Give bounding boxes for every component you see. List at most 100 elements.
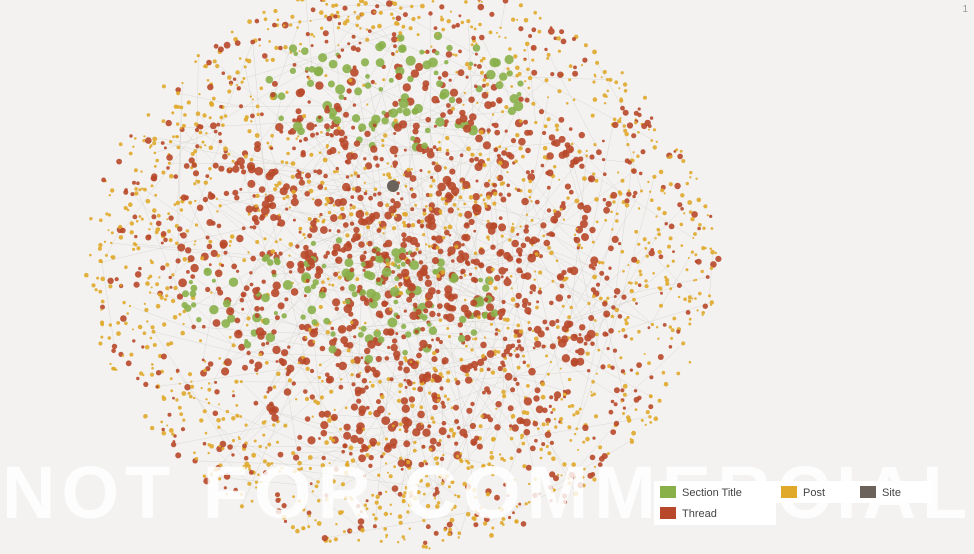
node xyxy=(674,182,681,190)
node xyxy=(475,179,479,183)
node xyxy=(213,43,219,49)
node xyxy=(489,57,500,68)
node xyxy=(350,68,359,77)
node xyxy=(427,244,431,248)
node xyxy=(660,188,665,193)
node xyxy=(231,439,236,443)
node xyxy=(262,53,268,59)
node xyxy=(98,341,103,346)
node xyxy=(304,285,312,294)
node xyxy=(446,19,451,24)
node xyxy=(242,258,247,263)
node xyxy=(143,414,148,419)
node xyxy=(225,492,229,496)
node xyxy=(683,212,686,215)
node xyxy=(308,188,314,194)
node xyxy=(183,113,187,117)
node xyxy=(498,216,503,221)
node xyxy=(342,64,352,74)
node xyxy=(330,331,336,337)
node xyxy=(248,470,254,475)
node xyxy=(657,286,661,290)
node xyxy=(243,285,250,292)
node xyxy=(589,226,596,234)
node xyxy=(168,275,172,280)
node xyxy=(357,437,364,445)
node xyxy=(513,329,518,334)
node xyxy=(129,352,134,357)
node xyxy=(456,426,461,430)
node xyxy=(589,154,595,160)
node xyxy=(433,31,443,41)
node xyxy=(344,495,348,500)
node xyxy=(490,309,499,318)
node xyxy=(564,183,572,190)
node xyxy=(507,515,512,520)
node xyxy=(624,131,629,137)
node xyxy=(469,157,475,163)
legend-label: Site xyxy=(882,487,901,499)
node xyxy=(498,315,503,321)
node xyxy=(516,18,519,21)
node xyxy=(210,249,218,257)
node xyxy=(657,398,662,403)
node xyxy=(346,152,354,161)
node xyxy=(234,195,240,201)
node xyxy=(221,367,230,376)
node xyxy=(317,184,324,190)
node xyxy=(473,63,477,67)
node xyxy=(270,146,274,150)
node xyxy=(259,86,264,91)
node xyxy=(89,217,93,221)
node xyxy=(478,0,481,3)
node xyxy=(331,479,336,484)
node xyxy=(278,115,285,122)
node xyxy=(401,24,406,29)
node xyxy=(588,263,595,269)
node xyxy=(629,438,632,441)
node xyxy=(278,45,283,51)
node xyxy=(234,329,243,339)
node xyxy=(608,409,614,415)
node xyxy=(570,333,578,342)
node xyxy=(530,236,538,244)
node xyxy=(272,281,281,290)
node xyxy=(435,190,442,197)
node xyxy=(286,151,290,156)
node xyxy=(481,354,486,358)
node xyxy=(369,380,372,384)
node xyxy=(295,108,302,115)
node xyxy=(253,400,259,406)
node xyxy=(585,149,588,152)
node xyxy=(577,482,584,489)
node xyxy=(655,215,658,218)
node xyxy=(424,279,433,287)
node xyxy=(378,87,384,92)
node xyxy=(549,320,556,327)
node xyxy=(475,85,483,93)
node xyxy=(281,515,287,520)
node xyxy=(404,358,409,363)
node xyxy=(324,74,328,78)
node xyxy=(577,149,582,154)
node xyxy=(400,261,406,267)
node xyxy=(100,276,105,282)
node xyxy=(511,239,519,248)
node xyxy=(328,283,331,286)
node xyxy=(377,256,384,264)
node xyxy=(228,80,234,86)
node xyxy=(91,283,96,288)
node xyxy=(706,214,709,217)
node xyxy=(122,300,126,305)
node xyxy=(504,147,508,151)
node xyxy=(218,131,222,136)
node xyxy=(419,223,425,228)
node xyxy=(307,77,311,80)
node xyxy=(148,274,153,279)
node xyxy=(403,309,407,313)
node xyxy=(330,214,338,222)
node xyxy=(365,37,370,42)
node xyxy=(450,507,454,511)
node xyxy=(201,140,205,144)
node xyxy=(217,46,224,53)
